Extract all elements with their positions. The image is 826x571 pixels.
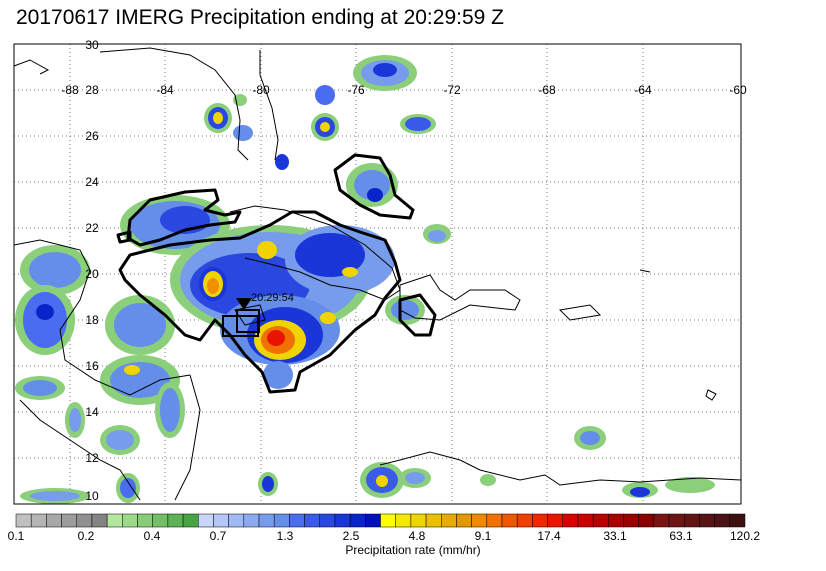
colorbar-tick-label: 63.1 bbox=[669, 529, 693, 543]
lat-label: 22 bbox=[85, 221, 99, 235]
colorbar-cell bbox=[273, 513, 290, 528]
colorbar-cell bbox=[486, 513, 503, 528]
colorbar-tick-label: 33.1 bbox=[603, 529, 627, 543]
colorbar-cell bbox=[668, 513, 685, 528]
longitude-labels: -88 -84 -80 -76 -72 -68 -64 -60 bbox=[61, 83, 747, 97]
lat-label: 30 bbox=[85, 38, 99, 52]
colorbar-tick-label: 0.2 bbox=[78, 529, 95, 543]
colorbar-caption: Precipitation rate (mm/hr) bbox=[345, 543, 481, 557]
colorbar-cell bbox=[122, 513, 138, 528]
colorbar-cell bbox=[15, 513, 32, 528]
colorbar-cell bbox=[532, 513, 548, 528]
lat-label: 16 bbox=[85, 359, 99, 373]
colorbar-cell bbox=[577, 513, 594, 528]
lat-label: 24 bbox=[85, 175, 99, 189]
lon-label: -88 bbox=[61, 83, 79, 97]
colorbar-cell bbox=[334, 513, 351, 528]
colorbar-cell bbox=[380, 513, 396, 528]
lon-label: -64 bbox=[634, 83, 652, 97]
colorbar-tick-label: 4.8 bbox=[409, 529, 426, 543]
colorbar-ticks: 0.1 0.2 0.4 0.7 1.3 2.5 4.8 9.1 17.4 33.… bbox=[8, 529, 761, 543]
colorbar-tick-label: 1.3 bbox=[277, 529, 294, 543]
coverage-outline bbox=[116, 153, 437, 394]
lon-label: -84 bbox=[156, 83, 174, 97]
colorbar-cell bbox=[638, 513, 655, 528]
colorbar-cell bbox=[547, 513, 563, 528]
colorbar-cell bbox=[76, 513, 93, 528]
colorbar-cell bbox=[30, 513, 47, 528]
colorbar-cell bbox=[61, 513, 78, 528]
colorbar-cell bbox=[152, 513, 169, 528]
colorbar-tick-label: 17.4 bbox=[537, 529, 561, 543]
lat-lon-grid bbox=[14, 44, 741, 504]
colorbar-cell bbox=[395, 513, 412, 528]
coastlines bbox=[13, 47, 742, 501]
colorbar-cell bbox=[213, 513, 229, 528]
lat-label: 20 bbox=[85, 267, 99, 281]
colorbar-cell bbox=[365, 513, 381, 528]
colorbar-cell bbox=[471, 513, 488, 528]
colorbar-cell bbox=[684, 513, 700, 528]
colorbar-cell bbox=[441, 513, 457, 528]
lat-label: 12 bbox=[85, 451, 99, 465]
lon-label: -72 bbox=[443, 83, 461, 97]
colorbar-cell bbox=[258, 513, 275, 528]
lat-label: 28 bbox=[85, 83, 99, 97]
colorbar-cell bbox=[425, 513, 442, 528]
track-time-label: 20:29:54 bbox=[251, 292, 294, 304]
track-marker: 20:29:54 bbox=[222, 292, 294, 337]
colorbar-cell bbox=[289, 513, 305, 528]
colorbar-cell bbox=[714, 513, 731, 528]
lat-label: 10 bbox=[85, 489, 99, 503]
colorbar-cell bbox=[456, 513, 472, 528]
colorbar-cell bbox=[623, 513, 639, 528]
latitude-labels: 30 28 26 24 22 20 18 16 14 12 10 bbox=[85, 38, 99, 503]
colorbar-tick-label: 120.2 bbox=[730, 529, 760, 543]
colorbar-cell bbox=[562, 513, 579, 528]
colorbar-cell bbox=[91, 513, 108, 528]
colorbar-cells bbox=[15, 513, 746, 528]
colorbar-tick-label: 0.7 bbox=[210, 529, 227, 543]
colorbar-cell bbox=[319, 513, 336, 528]
colorbar-cell bbox=[198, 513, 214, 528]
map-title: 20170617 IMERG Precipitation ending at 2… bbox=[16, 6, 504, 29]
colorbar-cell bbox=[46, 513, 62, 528]
colorbar-tick-label: 0.1 bbox=[8, 529, 25, 543]
lon-label: -76 bbox=[347, 83, 365, 97]
colorbar-cell bbox=[304, 513, 320, 528]
colorbar-tick-label: 9.1 bbox=[475, 529, 492, 543]
colorbar-cell bbox=[137, 513, 153, 528]
colorbar-cell bbox=[228, 513, 245, 528]
colorbar-tick-label: 2.5 bbox=[343, 529, 360, 543]
lon-label: -60 bbox=[729, 83, 747, 97]
colorbar-cell bbox=[349, 513, 366, 528]
lat-label: 26 bbox=[85, 129, 99, 143]
colorbar-tick-label: 0.4 bbox=[144, 529, 161, 543]
colorbar-cell bbox=[167, 513, 184, 528]
colorbar-cell bbox=[699, 513, 715, 528]
colorbar-cell bbox=[516, 513, 533, 528]
colorbar-cell bbox=[608, 513, 624, 528]
colorbar-cell bbox=[243, 513, 260, 528]
colorbar-cell bbox=[410, 513, 427, 528]
colorbar-cell bbox=[106, 513, 123, 528]
lon-label: -80 bbox=[252, 83, 270, 97]
colorbar-cell bbox=[182, 513, 199, 528]
colorbar-cell bbox=[653, 513, 670, 528]
colorbar-cell bbox=[501, 513, 518, 528]
lon-label: -68 bbox=[538, 83, 556, 97]
lat-label: 14 bbox=[85, 405, 99, 419]
colorbar-cell bbox=[729, 513, 746, 528]
colorbar-cell bbox=[592, 513, 609, 528]
lat-label: 18 bbox=[85, 313, 99, 327]
map-frame bbox=[13, 43, 742, 505]
